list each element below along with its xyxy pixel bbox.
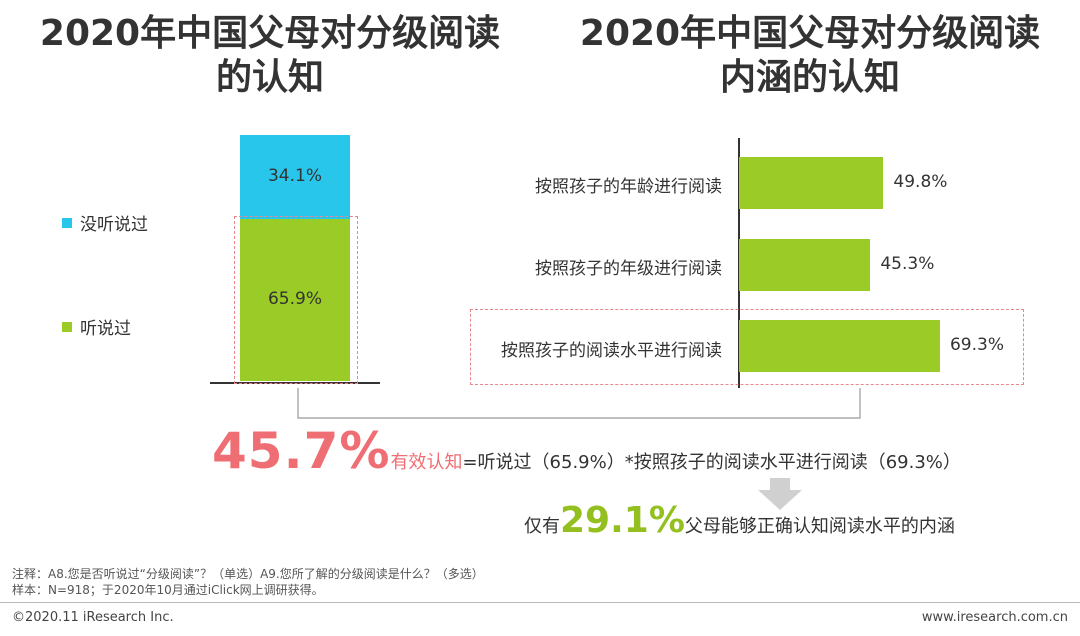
bar-age <box>739 157 884 209</box>
legend-swatch-green <box>62 321 72 332</box>
conclusion-line: 仅有 29.1% 父母能够正确认知阅读水平的内涵 <box>524 500 955 541</box>
legend-label-not-heard: 没听说过 <box>80 215 148 235</box>
effective-awareness-value: 45.7% <box>212 422 391 480</box>
category-label-grade: 按照孩子的年级进行阅读 <box>535 259 722 279</box>
data-label-not-heard: 34.1% <box>267 165 322 186</box>
down-arrow-icon <box>758 478 802 510</box>
legend-swatch-cyan <box>62 217 72 228</box>
right-chart-title: 2020年中国父母对分级阅读 内涵的认知 <box>540 12 1080 100</box>
category-label-age: 按照孩子的年龄进行阅读 <box>535 177 722 197</box>
horizontal-bar-plot: 按照孩子的年龄进行阅读 49.8% 按照孩子的年级进行阅读 45.3% 按照孩子… <box>470 138 1030 388</box>
bar-segment-not-heard <box>240 135 350 219</box>
category-label-reading-level: 按照孩子的阅读水平进行阅读 <box>501 341 722 361</box>
footer-divider <box>0 602 1080 603</box>
conclusion-prefix: 仅有 <box>524 516 560 537</box>
highlight-box-heard <box>234 216 358 384</box>
legend-label-heard: 听说过 <box>80 319 131 339</box>
data-label-heard: 65.9% <box>267 288 322 309</box>
right-title-line2: 内涵的认知 <box>719 57 900 98</box>
legend-item-heard: 听说过 <box>62 314 131 339</box>
formula-line: 45.7% 有效认知 =听说过（65.9%）*按照孩子的阅读水平进行阅读（69.… <box>212 422 961 480</box>
footer-copyright: ©2020.11 iResearch Inc. <box>12 610 174 625</box>
conclusion-suffix: 父母能够正确认知阅读水平的内涵 <box>684 516 955 537</box>
data-label-grade: 45.3% <box>880 254 935 274</box>
stacked-bar-plot: 34.1% 65.9% <box>210 135 380 384</box>
bar-segment-heard <box>240 218 350 381</box>
highlight-box-reading-level <box>470 309 1024 385</box>
footer-website: www.iresearch.com.cn <box>921 610 1068 625</box>
left-chart-title: 2020年中国父母对分级阅读 的认知 <box>0 12 540 100</box>
left-chart-baseline <box>210 382 380 384</box>
data-label-reading-level: 69.3% <box>949 335 1004 355</box>
left-title-line2: 的认知 <box>215 57 324 98</box>
conclusion-value: 29.1% <box>560 500 685 541</box>
bar-grade <box>739 239 871 291</box>
right-chart-axis <box>738 138 740 388</box>
bar-reading-level <box>739 320 940 372</box>
effective-awareness-label: 有效认知 <box>390 452 463 473</box>
right-title-line1: 2020年中国父母对分级阅读 <box>579 13 1041 54</box>
note-line-1: 注释：A8.您是否听说过“分级阅读”？（单选）A9.您所了解的分级阅读是什么？（… <box>12 567 484 581</box>
note-line-2: 样本：N=918；于2020年10月通过iClick网上调研获得。 <box>12 583 324 597</box>
data-label-age: 49.8% <box>893 172 948 192</box>
left-title-line1: 2020年中国父母对分级阅读 <box>39 13 501 54</box>
formula-expression: =听说过（65.9%）*按照孩子的阅读水平进行阅读（69.3%） <box>462 452 961 473</box>
legend-item-not-heard: 没听说过 <box>62 210 148 235</box>
